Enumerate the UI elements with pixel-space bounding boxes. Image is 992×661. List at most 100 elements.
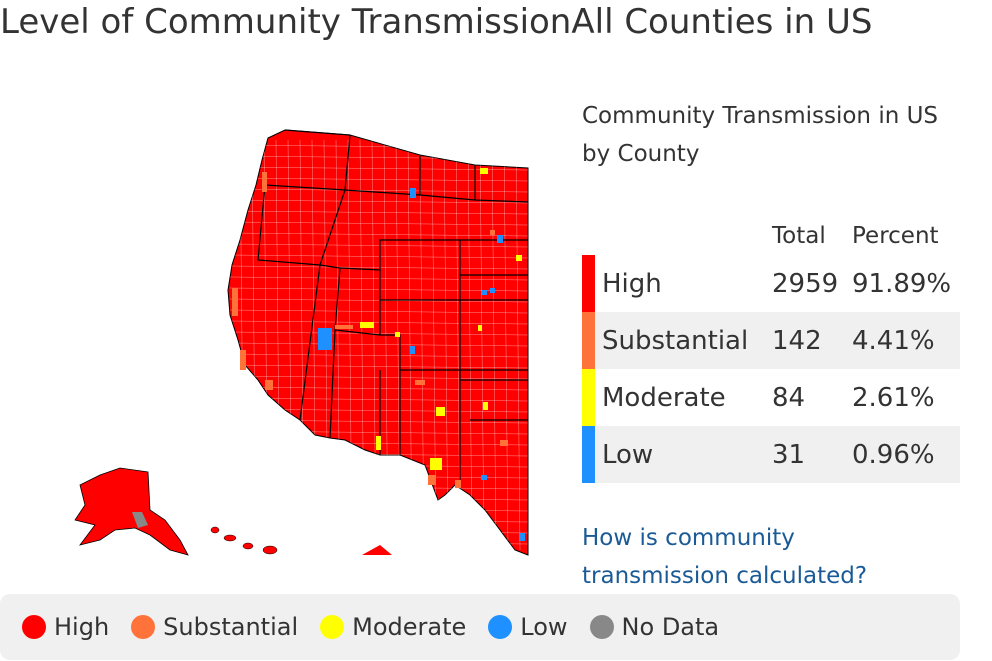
county-moderate[interactable] xyxy=(478,325,482,331)
county-line xyxy=(229,364,528,369)
county-moderate[interactable] xyxy=(516,255,522,261)
legend-item-no-data[interactable]: No Data xyxy=(589,613,720,641)
county-map[interactable] xyxy=(0,100,560,565)
county-line xyxy=(229,232,528,237)
page-title: Level of Community TransmissionAll Count… xyxy=(0,2,873,42)
county-line xyxy=(515,139,521,551)
county-low[interactable] xyxy=(410,188,416,198)
legend-label: High xyxy=(54,613,110,641)
county-line xyxy=(229,309,528,314)
transmission-info-link[interactable]: How is community transmission calculated… xyxy=(582,525,868,589)
county-line xyxy=(527,139,528,551)
western-us-landmass[interactable] xyxy=(227,129,529,556)
moderate-swatch xyxy=(582,369,595,426)
county-line xyxy=(229,276,528,281)
county-substantial[interactable] xyxy=(262,172,267,192)
county-line xyxy=(229,298,528,303)
county-line xyxy=(467,139,473,551)
county-low[interactable] xyxy=(410,346,415,354)
county-low[interactable] xyxy=(481,475,487,480)
county-low[interactable] xyxy=(519,533,525,541)
low-dot-icon xyxy=(488,615,513,639)
percent-value: 91.89% xyxy=(852,268,952,299)
legend-label: Substantial xyxy=(163,613,299,641)
county-line xyxy=(229,265,528,270)
county-substantial[interactable] xyxy=(232,288,238,316)
legend-item-moderate[interactable]: Moderate xyxy=(320,613,466,641)
county-line xyxy=(229,529,528,534)
level-label: High xyxy=(602,268,662,299)
county-low[interactable] xyxy=(482,290,487,295)
legend-item-high[interactable]: High xyxy=(22,613,109,641)
county-low[interactable] xyxy=(490,288,495,293)
level-label: Moderate xyxy=(602,382,726,413)
level-label: Low xyxy=(596,426,772,483)
percent-header: Percent xyxy=(852,223,939,249)
county-line xyxy=(229,166,528,171)
percent-value: 0.96% xyxy=(852,426,960,483)
county-line xyxy=(229,254,528,259)
table-row: Low 31 0.96% xyxy=(582,426,960,483)
county-line xyxy=(229,221,528,226)
county-line xyxy=(229,331,528,336)
low-swatch xyxy=(582,426,595,483)
county-line xyxy=(229,177,528,182)
legend-label: No Data xyxy=(621,613,720,641)
county-line xyxy=(503,139,509,551)
transmission-table: Total Percent High 2959 91.89% Substanti… xyxy=(582,217,960,483)
hawaii[interactable] xyxy=(210,526,278,555)
county-moderate[interactable] xyxy=(360,322,374,328)
county-moderate[interactable] xyxy=(480,168,488,174)
county-line xyxy=(229,518,528,523)
county-moderate[interactable] xyxy=(483,402,488,410)
county-low[interactable] xyxy=(497,235,503,243)
summary-panel: Community Transmission in US by County T… xyxy=(582,97,962,589)
table-row: High 2959 91.89% xyxy=(582,255,960,312)
level-label: Substantial xyxy=(596,312,772,369)
alaska[interactable] xyxy=(74,467,189,556)
county-substantial[interactable] xyxy=(428,475,436,485)
county-low[interactable] xyxy=(318,328,332,350)
county-moderate[interactable] xyxy=(395,332,400,337)
county-line xyxy=(229,353,528,358)
legend-item-low[interactable]: Low xyxy=(488,613,568,641)
southern-region[interactable] xyxy=(362,545,392,555)
county-line xyxy=(229,199,528,204)
county-line xyxy=(491,139,497,551)
county-substantial[interactable] xyxy=(455,480,461,488)
county-line xyxy=(229,375,528,380)
county-substantial[interactable] xyxy=(415,380,425,385)
total-value: 31 xyxy=(772,426,852,483)
county-line xyxy=(229,320,528,325)
substantial-dot-icon xyxy=(131,615,156,639)
county-moderate[interactable] xyxy=(436,407,445,416)
county-line xyxy=(229,210,528,215)
summary-title: Community Transmission in US by County xyxy=(582,103,939,167)
county-substantial[interactable] xyxy=(500,440,508,446)
county-substantial[interactable] xyxy=(335,325,353,329)
county-substantial[interactable] xyxy=(490,230,495,235)
county-moderate[interactable] xyxy=(430,458,442,470)
county-line xyxy=(479,139,485,551)
county-line xyxy=(229,540,528,545)
total-value: 84 xyxy=(772,382,806,413)
county-moderate[interactable] xyxy=(376,436,381,450)
alaska-no-data-region[interactable] xyxy=(132,512,148,528)
county-map-svg[interactable] xyxy=(0,100,560,565)
county-line xyxy=(229,397,528,402)
total-value: 2959 xyxy=(772,268,839,299)
colored-counties xyxy=(232,168,525,541)
legend-label: Moderate xyxy=(352,613,467,641)
county-line xyxy=(229,386,528,391)
legend-item-substantial[interactable]: Substantial xyxy=(131,613,298,641)
county-line xyxy=(229,287,528,292)
county-line xyxy=(229,342,528,347)
high-dot-icon xyxy=(22,615,46,639)
substantial-swatch xyxy=(582,312,595,369)
table-row: Moderate 84 2.61% xyxy=(582,369,960,426)
county-substantial[interactable] xyxy=(240,350,246,370)
moderate-dot-icon xyxy=(320,615,345,639)
percent-value: 2.61% xyxy=(852,382,935,413)
county-substantial[interactable] xyxy=(265,380,273,390)
table-row: Substantial 142 4.41% xyxy=(582,312,960,369)
